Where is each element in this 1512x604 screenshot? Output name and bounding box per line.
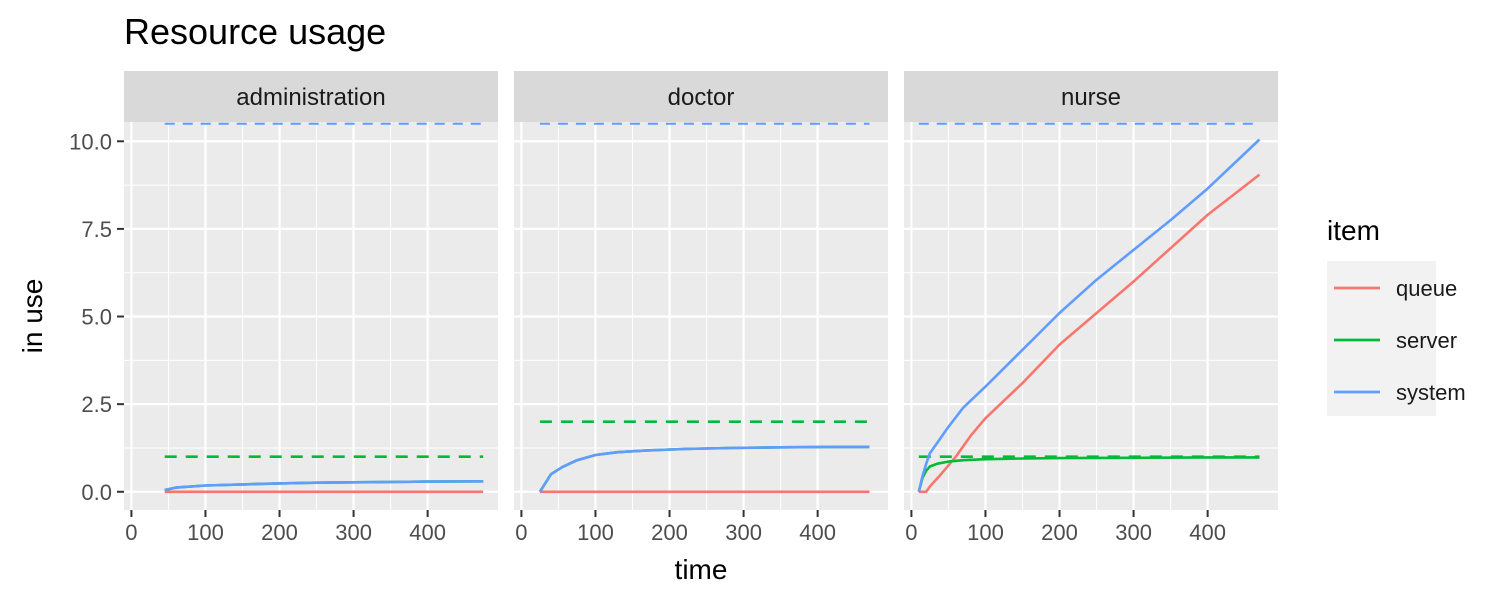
y-tick-label: 7.5 — [81, 217, 112, 242]
series-queue-line — [918, 173, 1261, 494]
x-tick-label: 400 — [799, 520, 836, 545]
legend: item queue server system — [1327, 215, 1466, 416]
x-tick-label: 200 — [1041, 520, 1078, 545]
legend-label-system: system — [1396, 380, 1466, 405]
x-tick-label: 200 — [261, 520, 298, 545]
facet-strip — [514, 71, 888, 122]
facet-strip — [904, 71, 1278, 122]
chart-title: Resource usage — [124, 11, 386, 52]
facet-panels: administration 0 100 200 300 400 doctor 0 100 200… — [69, 71, 1278, 545]
facet-doctor: doctor 0 100 200 300 400 — [514, 71, 888, 545]
x-tick-label: 300 — [725, 520, 762, 545]
x-tick-label: 0 — [125, 520, 137, 545]
x-tick-label: 200 — [651, 520, 688, 545]
series-system-line — [164, 480, 484, 492]
facet-label-nurse: nurse — [1061, 84, 1121, 111]
x-tick-label: 100 — [187, 520, 224, 545]
x-tick-label: 400 — [409, 520, 446, 545]
x-axis-title: time — [675, 554, 728, 585]
legend-label-queue: queue — [1396, 276, 1457, 301]
x-tick-label: 400 — [1189, 520, 1226, 545]
y-tick-label: 0.0 — [81, 480, 112, 505]
x-tick-label: 300 — [1115, 520, 1152, 545]
facet-label-doctor: doctor — [668, 84, 735, 111]
x-tick-label: 100 — [967, 520, 1004, 545]
facet-label-administration: administration — [236, 84, 385, 111]
y-axis-title: in use — [17, 279, 48, 354]
series-server-line — [917, 456, 1260, 493]
legend-title: item — [1327, 215, 1380, 246]
x-tick-label: 300 — [335, 520, 372, 545]
x-tick-label: 0 — [515, 520, 527, 545]
y-tick-label: 5.0 — [81, 305, 112, 330]
y-tick-label: 10.0 — [69, 129, 112, 154]
legend-label-server: server — [1396, 328, 1457, 353]
facet-nurse: nurse 0 100 200 300 400 — [904, 71, 1278, 545]
x-tick-label: 100 — [577, 520, 614, 545]
series-system-line — [917, 138, 1261, 493]
facet-administration: administration 0 100 200 300 400 — [124, 71, 498, 545]
x-tick-label: 0 — [905, 520, 917, 545]
facet-strip — [124, 71, 498, 122]
series-system-line — [538, 445, 870, 493]
y-tick-label: 2.5 — [81, 392, 112, 417]
